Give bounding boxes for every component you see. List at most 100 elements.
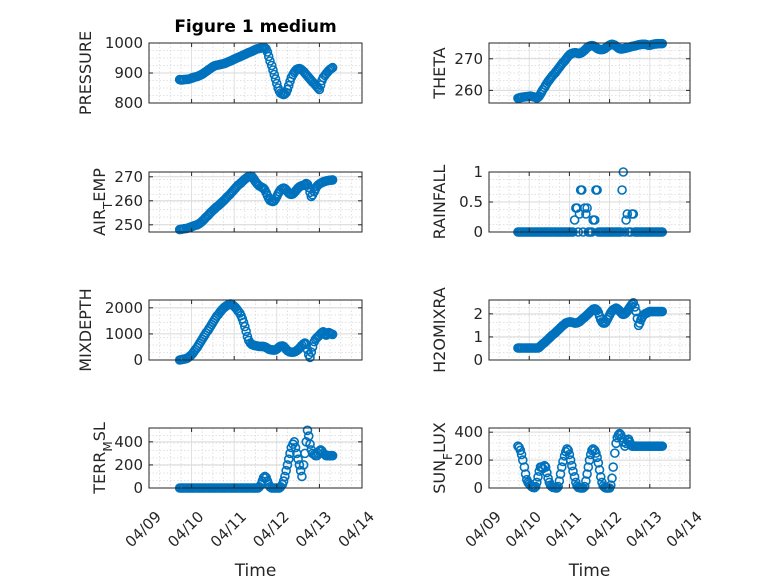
axes-frame bbox=[148, 299, 363, 361]
y-tick-label: 1 bbox=[473, 163, 483, 181]
y-tick-label: 0 bbox=[473, 479, 483, 497]
data-point bbox=[298, 460, 309, 470]
y-tick-label: 900 bbox=[114, 64, 143, 82]
data-point bbox=[266, 60, 277, 71]
data-point bbox=[290, 442, 301, 453]
y-axis-label-tail: LUX bbox=[430, 422, 449, 453]
data-point bbox=[278, 476, 289, 486]
data-point bbox=[327, 62, 338, 73]
data-point bbox=[569, 472, 580, 482]
y-axis-label-sub: M bbox=[101, 441, 115, 451]
y-axis-label: MIXDEPTH bbox=[76, 288, 95, 371]
data-point bbox=[554, 476, 565, 486]
y-tick-label: 0 bbox=[473, 351, 483, 369]
grid bbox=[488, 42, 691, 104]
data-point bbox=[582, 469, 592, 479]
data-point bbox=[594, 465, 605, 475]
y-tick-label: 1000 bbox=[105, 34, 143, 52]
data-point bbox=[574, 209, 585, 219]
y-tick-label: 800 bbox=[114, 94, 143, 112]
data-point bbox=[540, 462, 551, 472]
data-point bbox=[262, 47, 273, 57]
data-point bbox=[606, 480, 616, 491]
y-axis-label-main: MIXDEPTH bbox=[76, 288, 95, 371]
y-axis-label-tail: EMP bbox=[90, 168, 109, 202]
y-tick-label: 0 bbox=[473, 223, 483, 241]
y-tick-label: 1 bbox=[473, 328, 483, 346]
data-point bbox=[306, 347, 317, 357]
axes-frame bbox=[148, 171, 363, 233]
data-point bbox=[519, 462, 530, 472]
y-axis-label-sub: T bbox=[101, 201, 115, 210]
y-axis-label-tail: SL bbox=[90, 422, 109, 441]
y-tick-label: 400 bbox=[454, 423, 483, 441]
series-markers bbox=[174, 171, 338, 235]
data-point bbox=[238, 317, 249, 328]
data-point bbox=[297, 471, 307, 482]
data-point bbox=[581, 209, 591, 219]
data-point bbox=[265, 56, 275, 66]
x-tick-label: 04/13 bbox=[292, 508, 335, 551]
data-point bbox=[568, 466, 578, 477]
y-axis-label: THETA bbox=[430, 47, 449, 99]
x-tick-label: 04/09 bbox=[462, 508, 505, 551]
x-tick-label: 04/14 bbox=[335, 508, 378, 551]
data-point bbox=[533, 472, 543, 482]
data-point bbox=[327, 450, 338, 461]
data-point bbox=[577, 185, 587, 195]
data-point bbox=[283, 80, 294, 91]
subplot-5: 0 1000 2000 MIXDEPTH bbox=[76, 288, 363, 372]
x-tick-label: 04/09 bbox=[122, 508, 165, 551]
y-tick-label: 0 bbox=[133, 351, 143, 369]
data-point bbox=[622, 209, 633, 219]
y-axis-label-main: AIR bbox=[90, 209, 109, 236]
series-markers bbox=[513, 297, 668, 353]
data-point bbox=[263, 51, 274, 62]
data-point bbox=[302, 425, 313, 436]
data-point bbox=[657, 441, 668, 451]
data-point bbox=[589, 215, 600, 225]
data-point bbox=[240, 321, 250, 332]
data-point bbox=[582, 203, 592, 213]
y-axis-label: RAINFALL bbox=[430, 165, 449, 240]
subplot-6: 0 1 2 H2OMIXRA bbox=[430, 287, 691, 373]
subplot-4: 0 0.5 1 RAINFALL bbox=[430, 163, 691, 241]
y-tick-label: 200 bbox=[454, 451, 483, 469]
data-point bbox=[283, 454, 294, 464]
y-tick-label: 0.5 bbox=[459, 193, 483, 211]
series-markers bbox=[513, 428, 668, 493]
data-point bbox=[583, 462, 594, 472]
data-point bbox=[241, 326, 251, 337]
axes-frame bbox=[488, 427, 691, 489]
x-axis-label: Time bbox=[568, 561, 611, 581]
x-tick-label: 04/12 bbox=[582, 508, 625, 551]
data-point bbox=[610, 448, 620, 458]
y-axis-label-main: TERR bbox=[90, 452, 109, 495]
data-point bbox=[592, 185, 602, 195]
y-tick-label: 400 bbox=[114, 433, 143, 451]
y-axis-label: SUNFLUX bbox=[430, 422, 455, 494]
data-point bbox=[285, 448, 295, 459]
data-point bbox=[281, 465, 291, 476]
data-point bbox=[591, 448, 601, 458]
data-point bbox=[530, 481, 541, 492]
data-point bbox=[562, 444, 572, 454]
data-point bbox=[657, 306, 668, 317]
x-tick-label: 04/10 bbox=[502, 508, 545, 551]
data-point bbox=[564, 449, 575, 460]
data-point bbox=[555, 469, 566, 479]
data-point bbox=[306, 191, 317, 202]
y-tick-label: 260 bbox=[454, 81, 483, 99]
data-point bbox=[269, 69, 280, 80]
data-point bbox=[280, 471, 290, 482]
data-point bbox=[579, 481, 590, 492]
data-point bbox=[565, 455, 576, 465]
axes-frame bbox=[488, 42, 691, 104]
x-tick-label: 04/10 bbox=[164, 508, 207, 551]
y-axis-label-main: RAINFALL bbox=[430, 165, 449, 240]
data-point bbox=[294, 460, 305, 470]
axes-frame bbox=[148, 427, 363, 489]
data-point bbox=[657, 38, 668, 49]
